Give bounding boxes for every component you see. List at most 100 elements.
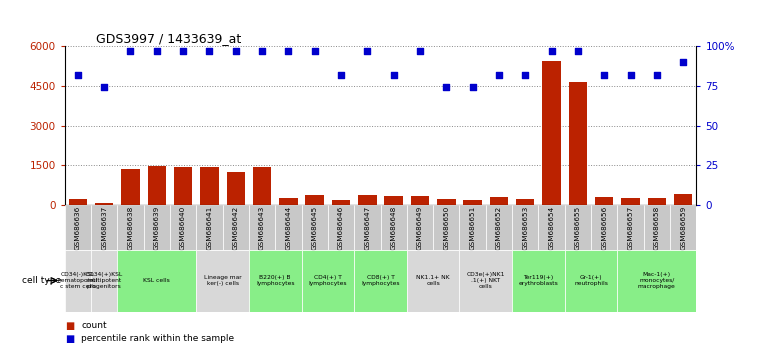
Bar (144, 205, 170, 250)
Bar (117, 205, 144, 250)
Text: Ter119(+)
erythroblasts: Ter119(+) erythroblasts (518, 275, 559, 286)
Text: Mac-1(+)
monocytes/
macrophage: Mac-1(+) monocytes/ macrophage (638, 272, 676, 289)
Text: GDS3997 / 1433639_at: GDS3997 / 1433639_at (96, 32, 241, 45)
Text: CD34(-)KSL
hematopoieti
c stem cells: CD34(-)KSL hematopoieti c stem cells (58, 272, 98, 289)
Bar (460, 250, 512, 312)
Text: GSM686651: GSM686651 (470, 205, 476, 250)
Point (677, 59, 689, 65)
Bar (65, 205, 91, 250)
Text: GSM686643: GSM686643 (259, 205, 265, 250)
Text: GSM686659: GSM686659 (680, 205, 686, 250)
Text: GSM686655: GSM686655 (575, 205, 581, 250)
Bar (512, 205, 539, 250)
Text: GSM686649: GSM686649 (417, 205, 423, 250)
Point (203, 48, 215, 53)
Point (98, 85, 110, 90)
Point (414, 48, 426, 53)
Text: CD34(+)KSL
multipotent
progenitors: CD34(+)KSL multipotent progenitors (85, 272, 123, 289)
Bar (463, 200, 482, 205)
Point (177, 48, 189, 53)
Bar (433, 205, 460, 250)
Text: GSM686653: GSM686653 (522, 205, 528, 250)
Bar (253, 166, 271, 205)
Bar (591, 205, 617, 250)
Bar (595, 197, 613, 205)
Point (572, 48, 584, 53)
Text: GSM686652: GSM686652 (496, 205, 502, 250)
Text: GSM686650: GSM686650 (444, 205, 449, 250)
Bar (407, 250, 460, 312)
Bar (543, 61, 561, 205)
Point (387, 72, 400, 78)
Text: GSM686642: GSM686642 (233, 205, 239, 250)
Bar (196, 250, 249, 312)
Bar (301, 250, 354, 312)
Bar (486, 205, 512, 250)
Bar (411, 196, 429, 205)
Point (440, 85, 452, 90)
Point (282, 48, 295, 53)
Bar (460, 205, 486, 250)
Bar (301, 205, 328, 250)
Text: ■: ■ (65, 321, 74, 331)
Text: Gr-1(+)
neutrophils: Gr-1(+) neutrophils (574, 275, 608, 286)
Text: KSL cells: KSL cells (143, 278, 170, 283)
Bar (621, 198, 640, 205)
Point (256, 48, 268, 53)
Text: GSM686638: GSM686638 (128, 205, 133, 250)
Bar (332, 200, 350, 205)
Point (625, 72, 637, 78)
Bar (516, 199, 534, 205)
Bar (407, 205, 433, 250)
Bar (358, 195, 377, 205)
Point (519, 72, 531, 78)
Text: NK1.1+ NK
cells: NK1.1+ NK cells (416, 275, 450, 286)
Bar (91, 250, 117, 312)
Bar (617, 250, 696, 312)
Text: CD4(+) T
lymphocytes: CD4(+) T lymphocytes (309, 275, 347, 286)
Bar (539, 205, 565, 250)
Bar (305, 195, 324, 205)
Bar (648, 198, 666, 205)
Text: CD8(+) T
lymphocytes: CD8(+) T lymphocytes (361, 275, 400, 286)
Bar (565, 250, 617, 312)
Bar (200, 167, 218, 205)
Point (309, 48, 321, 53)
Point (335, 72, 347, 78)
Point (361, 48, 374, 53)
Bar (380, 205, 407, 250)
Point (493, 72, 505, 78)
Bar (490, 196, 508, 205)
Bar (512, 250, 565, 312)
Bar (223, 205, 249, 250)
Point (124, 48, 136, 53)
Text: GSM686646: GSM686646 (338, 205, 344, 250)
Text: GSM686657: GSM686657 (628, 205, 633, 250)
Bar (568, 82, 587, 205)
Text: GSM686656: GSM686656 (601, 205, 607, 250)
Bar (354, 250, 407, 312)
Text: cell type: cell type (22, 276, 61, 285)
Text: GSM686645: GSM686645 (312, 205, 317, 250)
Bar (670, 205, 696, 250)
Text: B220(+) B
lymphocytes: B220(+) B lymphocytes (256, 275, 295, 286)
Bar (275, 205, 301, 250)
Bar (249, 250, 301, 312)
Bar (148, 166, 166, 205)
Bar (95, 202, 113, 205)
Text: count: count (81, 321, 107, 330)
Bar (117, 250, 196, 312)
Bar (354, 205, 380, 250)
Bar (384, 196, 403, 205)
Bar (437, 199, 456, 205)
Text: GSM686648: GSM686648 (390, 205, 396, 250)
Text: ■: ■ (65, 334, 74, 344)
Bar (565, 205, 591, 250)
Point (466, 85, 479, 90)
Text: CD3e(+)NK1
.1(+) NKT
cells: CD3e(+)NK1 .1(+) NKT cells (466, 272, 505, 289)
Bar (249, 205, 275, 250)
Point (651, 72, 663, 78)
Bar (328, 205, 354, 250)
Text: GSM686644: GSM686644 (285, 205, 291, 250)
Text: GSM686640: GSM686640 (180, 205, 186, 250)
